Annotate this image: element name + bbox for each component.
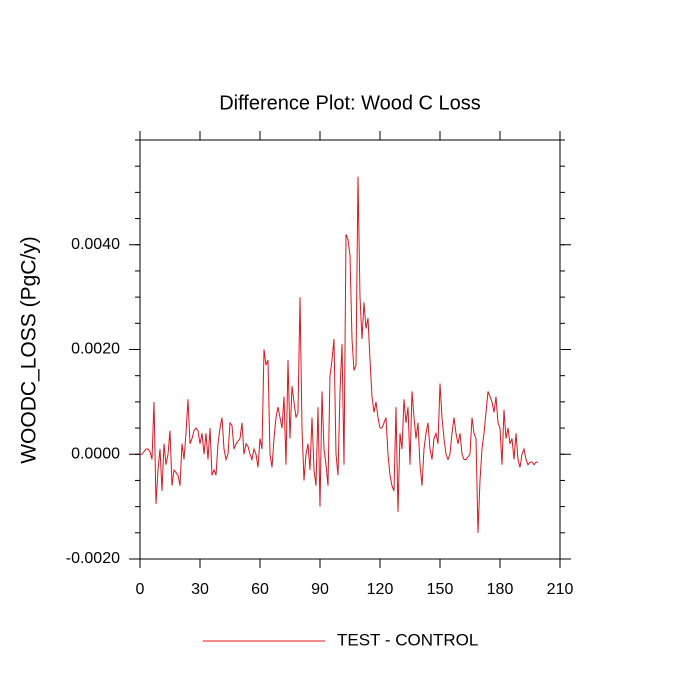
y-tick-label: 0.0040 <box>71 236 120 253</box>
data-line <box>140 176 538 533</box>
x-tick-label: 120 <box>367 581 394 598</box>
y-axis-label: WOODC_LOSS (PgC/y) <box>18 236 41 464</box>
x-tick-label: 60 <box>251 581 269 598</box>
x-tick-label: 150 <box>427 581 454 598</box>
x-tick-label: 210 <box>547 581 574 598</box>
x-tick-label: 180 <box>487 581 514 598</box>
x-tick-label: 30 <box>191 581 209 598</box>
chart-title: Difference Plot: Wood C Loss <box>219 92 481 114</box>
y-tick-label: 0.0020 <box>71 341 120 358</box>
legend-label: TEST - CONTROL <box>337 630 478 649</box>
x-tick-label: 0 <box>136 581 145 598</box>
plot-frame <box>139 139 561 560</box>
y-tick-label: -0.0020 <box>66 550 120 567</box>
y-tick-label: 0.0000 <box>71 445 120 462</box>
x-tick-label: 90 <box>311 581 329 598</box>
